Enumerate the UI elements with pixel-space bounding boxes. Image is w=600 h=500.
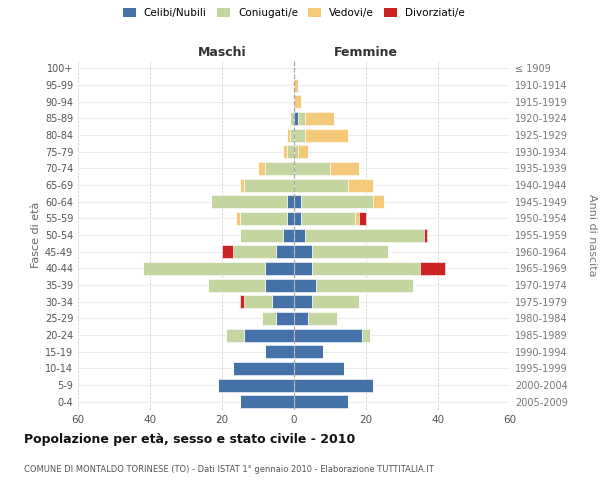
Bar	[236, 212, 240, 225]
Bar	[305, 228, 424, 241]
Bar	[283, 145, 287, 158]
Legend: Celibi/Nubili, Coniugati/e, Vedovi/e, Divorziati/e: Celibi/Nubili, Coniugati/e, Vedovi/e, Di…	[123, 8, 465, 18]
Bar	[294, 112, 298, 125]
Bar	[312, 245, 388, 258]
Bar	[287, 145, 294, 158]
Bar	[294, 162, 330, 175]
Bar	[244, 328, 294, 342]
Bar	[240, 228, 283, 241]
Bar	[294, 228, 305, 241]
Bar	[272, 295, 294, 308]
Bar	[301, 212, 355, 225]
Bar	[240, 212, 287, 225]
Bar	[294, 395, 348, 408]
Bar	[287, 195, 294, 208]
Bar	[208, 278, 265, 291]
Bar	[294, 295, 312, 308]
Bar	[265, 262, 294, 275]
Bar	[244, 295, 272, 308]
Bar	[143, 262, 265, 275]
Bar	[294, 95, 301, 108]
Bar	[240, 295, 244, 308]
Bar	[359, 212, 366, 225]
Bar	[276, 245, 294, 258]
Bar	[294, 78, 298, 92]
Text: COMUNE DI MONTALDO TORINESE (TO) - Dati ISTAT 1° gennaio 2010 - Elaborazione TUT: COMUNE DI MONTALDO TORINESE (TO) - Dati …	[24, 466, 434, 474]
Bar	[258, 162, 265, 175]
Bar	[330, 162, 359, 175]
Bar	[294, 278, 316, 291]
Text: Maschi: Maschi	[197, 46, 247, 59]
Bar	[362, 328, 370, 342]
Y-axis label: Fasce di età: Fasce di età	[31, 202, 41, 268]
Bar	[420, 262, 445, 275]
Bar	[287, 212, 294, 225]
Bar	[222, 245, 233, 258]
Bar	[294, 328, 362, 342]
Bar	[240, 178, 244, 192]
Bar	[301, 195, 373, 208]
Bar	[233, 362, 294, 375]
Bar	[294, 362, 344, 375]
Bar	[305, 112, 334, 125]
Bar	[294, 128, 305, 141]
Bar	[298, 112, 305, 125]
Bar	[373, 195, 384, 208]
Bar	[218, 378, 294, 392]
Bar	[290, 128, 294, 141]
Bar	[348, 178, 373, 192]
Bar	[240, 395, 294, 408]
Bar	[305, 128, 348, 141]
Bar	[312, 262, 420, 275]
Bar	[294, 378, 373, 392]
Bar	[355, 212, 359, 225]
Bar	[290, 112, 294, 125]
Bar	[312, 295, 359, 308]
Bar	[265, 278, 294, 291]
Bar	[294, 212, 301, 225]
Bar	[316, 278, 413, 291]
Bar	[226, 328, 244, 342]
Text: Popolazione per età, sesso e stato civile - 2010: Popolazione per età, sesso e stato civil…	[24, 432, 355, 446]
Bar	[298, 145, 308, 158]
Bar	[294, 195, 301, 208]
Bar	[424, 228, 427, 241]
Bar	[294, 245, 312, 258]
Bar	[233, 245, 276, 258]
Text: Femmine: Femmine	[334, 46, 398, 59]
Bar	[287, 128, 290, 141]
Bar	[294, 345, 323, 358]
Bar	[283, 228, 294, 241]
Bar	[294, 145, 298, 158]
Bar	[276, 312, 294, 325]
Bar	[294, 312, 308, 325]
Bar	[211, 195, 287, 208]
Y-axis label: Anni di nascita: Anni di nascita	[587, 194, 597, 276]
Bar	[265, 162, 294, 175]
Bar	[265, 345, 294, 358]
Bar	[244, 178, 294, 192]
Bar	[294, 178, 348, 192]
Bar	[262, 312, 276, 325]
Bar	[308, 312, 337, 325]
Bar	[294, 262, 312, 275]
